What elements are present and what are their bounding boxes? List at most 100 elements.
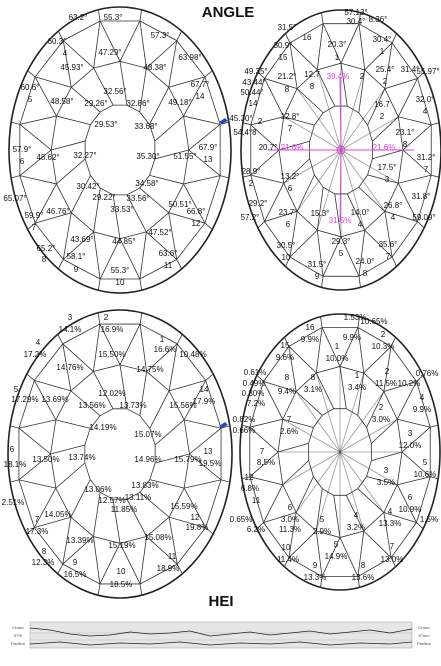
facet-line: [93, 187, 101, 232]
facet-line: [10, 479, 20, 483]
facet-line: [358, 186, 386, 212]
facet-line: [339, 451, 365, 532]
facet-label: 47.29°: [98, 48, 121, 57]
facet-line: [139, 312, 143, 325]
facet-label: 17.9%: [193, 397, 216, 406]
facet-label: 0.65%: [230, 515, 253, 524]
facet-label: 10.9%: [399, 505, 422, 514]
facet-line: [97, 9, 101, 22]
facet-line: [340, 149, 386, 212]
facet-label: 65.2°: [37, 244, 56, 253]
facet-label: 4: [423, 107, 428, 116]
facet-line: [316, 187, 324, 231]
facet-line: [220, 121, 229, 125]
facet-line: [357, 316, 360, 328]
facet-label: 3.1%: [304, 385, 322, 394]
facet-label: 47.52°: [148, 228, 171, 237]
facet-line: [112, 499, 121, 544]
facet-line: [57, 563, 64, 574]
facet-label: 32.0°: [416, 95, 435, 104]
facet-label: 14.96%: [134, 455, 161, 464]
facet-line: [285, 33, 291, 44]
facet-label: 11: [164, 261, 173, 270]
facet-line: [11, 121, 20, 125]
facet-label: 55.3°: [104, 13, 123, 22]
facet-label: 7: [35, 515, 40, 524]
facet-line: [431, 122, 440, 126]
facet-line: [320, 316, 323, 328]
facet-line: [430, 476, 439, 480]
facet-label: 3: [408, 429, 413, 438]
facet-line: [340, 149, 399, 184]
facet-line: [149, 175, 184, 185]
facet-label: 17.3%: [26, 527, 49, 536]
facet-label: 34.58°: [135, 179, 158, 188]
facet-line: [220, 479, 230, 483]
facet-label: 13.6%: [352, 573, 375, 582]
facet-line: [372, 116, 399, 142]
facet-label: 15.3°: [311, 209, 330, 218]
facet-line: [295, 391, 341, 453]
facet-line: [97, 278, 101, 291]
facet-label: 17.2%: [24, 350, 47, 359]
facet-label: 13.11%: [125, 493, 152, 502]
profile-label: 67mm: [418, 633, 430, 638]
facet-line: [339, 391, 385, 453]
facet-label: 31.8°: [412, 192, 431, 201]
facet-label: 16.5%: [64, 570, 87, 579]
facet-label: 8: [285, 373, 290, 382]
facet-line: [295, 391, 323, 416]
facet-label: 60.6°: [21, 83, 40, 92]
facet-label: 4: [63, 49, 68, 58]
facet-label: 9: [74, 265, 79, 274]
pointer: [219, 118, 228, 124]
facet-label: 16: [306, 323, 315, 332]
facet-label: 48.38°: [143, 63, 166, 72]
facet-label: 1.53%: [344, 313, 367, 322]
facet-line: [430, 424, 439, 428]
outline: [8, 6, 232, 294]
facet-line: [372, 149, 404, 160]
profile-labels: Crown 67% Pavilion Crown 67mm Pavilion: [11, 625, 431, 646]
facet-line: [204, 70, 213, 78]
outline: [239, 313, 441, 591]
facet-label: 0.49%: [243, 379, 266, 388]
facet-label: 4: [391, 213, 396, 222]
facet-label: 8: [363, 269, 368, 278]
facet-line: [70, 390, 101, 416]
facet-line: [93, 492, 101, 537]
facet-line: [62, 20, 101, 69]
facet-line: [139, 9, 143, 22]
facet-line: [284, 557, 290, 567]
facet-label: 21.2°: [278, 72, 297, 81]
facet-label: 11: [252, 496, 261, 505]
profile-label: Pavilion: [11, 641, 25, 646]
facet-line: [56, 158, 86, 185]
facet-label: 50.51°: [168, 200, 191, 209]
facet-line: [391, 33, 397, 44]
facet-label: 15.07%: [134, 430, 161, 439]
facet-line: [18, 380, 57, 429]
facet-line: [70, 479, 91, 518]
facet-label: 55.3°: [111, 266, 130, 275]
facet-line: [256, 375, 264, 382]
facet-line: [242, 174, 251, 178]
facet-line: [321, 276, 324, 288]
facet-line: [18, 427, 52, 481]
facet-label: 25.4°: [376, 65, 395, 74]
profile-label: Pavilion: [417, 641, 431, 646]
facet-line: [204, 222, 213, 230]
facet-label: 1: [380, 47, 385, 56]
facet-label: 13.2°: [281, 172, 300, 181]
facet-line: [154, 115, 184, 142]
facet-line: [176, 334, 183, 345]
facet-label: 13: [204, 447, 213, 456]
facet-line: [282, 451, 341, 486]
facet-label: 1.5%: [420, 515, 438, 524]
facet-label: 14.1%: [59, 325, 82, 334]
facet-line: [97, 312, 101, 325]
facet-line: [10, 425, 20, 429]
facet-label: 7: [32, 223, 37, 232]
facet-label: 2.51%: [2, 498, 25, 507]
facet-label: 54.4°8: [233, 128, 257, 137]
